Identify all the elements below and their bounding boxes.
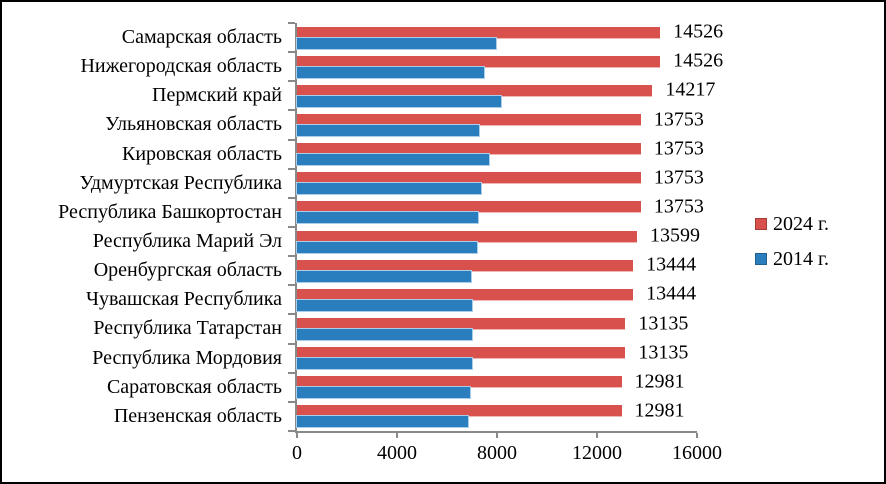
- data-label: 13753: [653, 195, 704, 218]
- y-axis-tick: [288, 371, 295, 374]
- data-label: 13444: [646, 253, 697, 276]
- bar-2024: [297, 114, 641, 126]
- data-label: 13444: [646, 282, 697, 305]
- x-axis-tick: [596, 433, 598, 438]
- bar-2024: [297, 201, 641, 213]
- bar-2024: [297, 172, 641, 184]
- bar-2014: [297, 66, 484, 78]
- bar-2024: [297, 288, 634, 300]
- x-axis-tick-label: 4000: [377, 442, 417, 464]
- bar-2014: [297, 212, 479, 224]
- category-label: Республика Марий Эл: [92, 230, 282, 252]
- x-axis-tick-label: 0: [292, 442, 302, 464]
- category-label: Ульяновская область: [105, 113, 282, 136]
- plot-area: Самарская область 14526 Нижегородская обла…: [58, 21, 723, 464]
- x-axis-tick: [396, 433, 398, 438]
- bar-2024: [297, 55, 661, 67]
- bar-2014: [297, 299, 472, 311]
- bar-2024: [297, 143, 641, 155]
- y-axis-tick: [288, 313, 295, 316]
- x-axis-tick: [496, 433, 498, 438]
- y-axis-tick: [288, 22, 295, 24]
- bar-2014: [297, 241, 477, 253]
- x-axis-tick: [296, 433, 298, 438]
- data-label: 13753: [653, 137, 704, 160]
- legend-item-2024: 2024 г.: [755, 212, 829, 236]
- data-label: 13135: [638, 312, 689, 335]
- y-axis-tick: [288, 109, 295, 112]
- bar-2014: [297, 125, 480, 137]
- y-axis-tick: [288, 342, 295, 345]
- data-label: 12981: [634, 399, 685, 422]
- category-label: Пермский край: [152, 84, 282, 107]
- y-axis-tick: [288, 51, 295, 54]
- legend-label-2014: 2014 г.: [773, 247, 829, 270]
- category-label: Пензенская область: [113, 404, 282, 427]
- data-label: 14526: [673, 20, 724, 43]
- category-label: Республика Башкортостан: [58, 200, 282, 223]
- x-axis-tick-label: 12000: [572, 442, 622, 464]
- legend: 2024 г. 2014 г.: [755, 212, 829, 282]
- data-label: 13599: [649, 224, 700, 247]
- bar-2014: [297, 37, 497, 49]
- category-label: Республика Мордовия: [92, 346, 282, 369]
- y-axis-tick: [288, 167, 295, 170]
- bar-2024: [297, 318, 626, 330]
- category-label: Саратовская область: [106, 375, 282, 398]
- data-label: 12981: [634, 370, 685, 393]
- bar-2024: [297, 84, 653, 96]
- bar-2014: [297, 416, 469, 428]
- category-label: Чувашская Республика: [85, 288, 282, 311]
- category-label: Самарская область: [121, 26, 282, 48]
- y-axis-tick: [288, 400, 295, 403]
- y-axis-tick: [288, 255, 295, 258]
- y-axis-tick: [288, 284, 295, 287]
- data-label: 14217: [665, 78, 716, 101]
- data-label: 14526: [673, 49, 724, 72]
- legend-item-2014: 2014 г.: [755, 247, 829, 271]
- x-axis-tick-label: 16000: [672, 442, 722, 464]
- bar-2014: [297, 95, 502, 107]
- category-label: Республика Татарстан: [93, 317, 282, 340]
- legend-label-2024: 2024 г.: [773, 212, 829, 235]
- category-label: Оренбургская область: [93, 259, 282, 282]
- y-axis-tick: [288, 138, 295, 141]
- category-label: Нижегородская область: [80, 55, 282, 78]
- bar-2014: [297, 270, 471, 282]
- y-axis-tick: [288, 80, 295, 83]
- bar-2014: [297, 329, 472, 341]
- x-axis-tick: [696, 433, 698, 438]
- bar-2024: [297, 347, 626, 359]
- y-axis-tick: [288, 430, 295, 432]
- bar-2024: [297, 26, 661, 38]
- data-label: 13753: [653, 166, 704, 189]
- bar-2024: [297, 405, 622, 417]
- y-axis-tick: [288, 196, 295, 199]
- bar-2024: [297, 376, 622, 388]
- bar-2014: [297, 154, 489, 166]
- category-label: Удмуртская Республика: [79, 171, 282, 194]
- bar-2024: [297, 230, 637, 242]
- data-label: 13135: [638, 341, 689, 364]
- legend-swatch-2014: [755, 253, 767, 265]
- category-label: Кировская область: [121, 142, 282, 165]
- legend-swatch-2024: [755, 218, 767, 230]
- y-axis-tick: [288, 226, 295, 228]
- bar-2014: [297, 358, 473, 370]
- x-axis-tick-label: 8000: [477, 442, 517, 464]
- bar-2014: [297, 387, 470, 399]
- bar-2014: [297, 183, 481, 195]
- bar-2024: [297, 259, 634, 271]
- data-label: 13753: [653, 108, 704, 131]
